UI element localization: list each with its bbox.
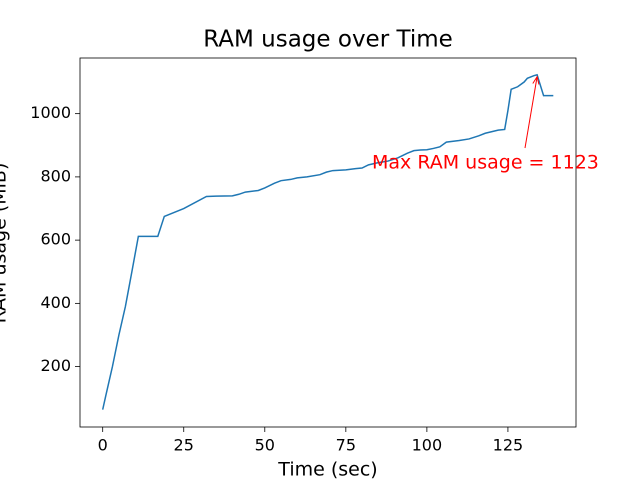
x-tick-label: 125 xyxy=(493,436,524,455)
x-tick-label: 25 xyxy=(174,436,194,455)
annotation: Max RAM usage = 1123 xyxy=(372,152,599,174)
x-tick-label: 0 xyxy=(98,436,108,455)
data-line xyxy=(101,73,554,410)
plot-frame xyxy=(79,57,577,428)
y-tick-label: 600 xyxy=(40,230,71,249)
annotation-arrow xyxy=(524,76,538,149)
y-tick-label: 200 xyxy=(40,356,71,375)
x-axis-label: Time (sec) xyxy=(277,459,377,480)
x-tick-label: 100 xyxy=(412,436,443,455)
x-tick-label: 75 xyxy=(336,436,356,455)
annotation-arrowhead xyxy=(532,75,540,85)
y-tick-label: 800 xyxy=(40,166,71,185)
y-axis-label: RAM usage (MiB) xyxy=(0,163,11,324)
y-tick-label: 1000 xyxy=(30,103,71,122)
x-tick-label: 50 xyxy=(255,436,275,455)
chart-title: RAM usage over Time xyxy=(203,27,453,53)
y-tick-label: 400 xyxy=(40,293,71,312)
